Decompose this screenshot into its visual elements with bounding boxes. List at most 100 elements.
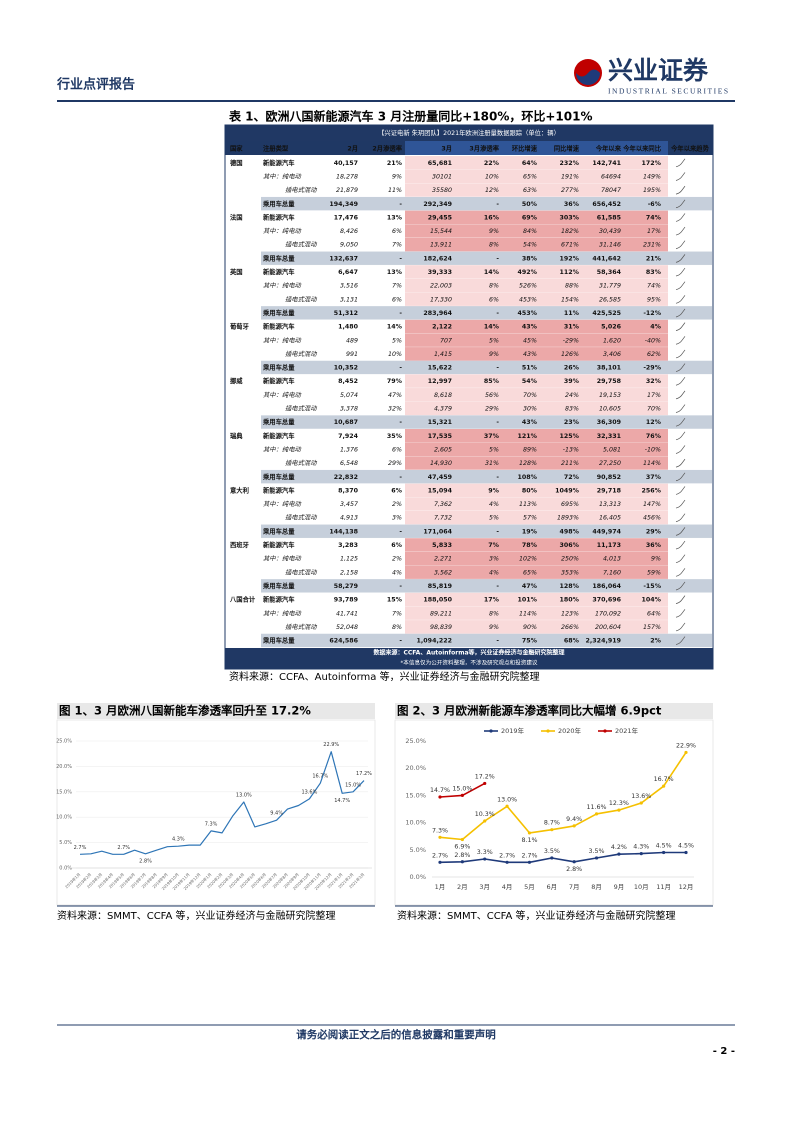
point xyxy=(505,860,509,864)
point xyxy=(527,831,532,835)
y-tick-label: 0.0% xyxy=(59,866,72,872)
row-label: 新能源汽车 xyxy=(263,540,295,549)
cell: 54% xyxy=(522,378,538,385)
cell: 12,997 xyxy=(428,378,452,385)
cell: 192% xyxy=(560,255,580,262)
value-label: 2.8% xyxy=(454,852,470,859)
cell-band xyxy=(405,592,668,607)
cell: - xyxy=(399,583,402,590)
cell: 7% xyxy=(392,242,402,249)
cell: -6% xyxy=(648,201,662,208)
trend-icon xyxy=(675,254,686,263)
total-band xyxy=(261,415,712,429)
country: 挪威 xyxy=(230,376,243,385)
value-label: 4.3% xyxy=(172,837,185,843)
cell: 39% xyxy=(564,378,580,385)
cell-band xyxy=(405,347,668,361)
trend-icon xyxy=(675,445,686,454)
trend-icon xyxy=(675,458,686,468)
value-label: 14.7% xyxy=(334,798,350,804)
cell: 43% xyxy=(522,324,538,331)
trend-icon xyxy=(675,568,686,577)
brand: 兴业证券 xyxy=(608,56,709,85)
cell: 26% xyxy=(564,365,580,372)
country: 意大利 xyxy=(230,485,249,494)
cell: 89,211 xyxy=(430,610,452,617)
cell: 157% xyxy=(643,624,661,631)
cell: 90% xyxy=(523,624,537,631)
cell: 292,349 xyxy=(423,201,452,208)
cell: 13,911 xyxy=(430,242,452,249)
cell: 5,074 xyxy=(340,392,358,399)
trend-icon xyxy=(675,431,686,441)
cell: 72% xyxy=(564,474,580,481)
value-label: 17.2% xyxy=(475,773,495,780)
cell: 8% xyxy=(489,242,499,249)
point xyxy=(550,828,554,832)
cell: 36,309 xyxy=(597,419,621,426)
point xyxy=(572,824,576,828)
value-label: 3.3% xyxy=(477,849,493,856)
cell: 47% xyxy=(522,583,538,590)
cell: 32,331 xyxy=(597,433,621,440)
total-band xyxy=(261,579,712,593)
trend-icon xyxy=(675,554,686,564)
cell: 21% xyxy=(646,255,662,262)
table-header-row xyxy=(405,141,668,155)
point xyxy=(483,857,487,861)
cell: 656,452 xyxy=(592,201,621,208)
value-label: 22.9% xyxy=(323,742,339,748)
cell: 65% xyxy=(523,173,537,180)
cell: 26,585 xyxy=(599,296,621,303)
cell: 195% xyxy=(643,187,661,194)
y-tick-label: 25.0% xyxy=(405,737,426,745)
column-header: 2月 xyxy=(347,145,358,153)
cell: 62% xyxy=(647,351,661,358)
cell-band xyxy=(405,319,668,334)
y-tick-label: 10.0% xyxy=(56,815,72,821)
row-label: 乘用车总量 xyxy=(262,472,295,481)
trend-icon xyxy=(675,281,686,291)
cell-band xyxy=(405,183,668,197)
row-label: 插电式混动 xyxy=(285,514,317,522)
table-banner xyxy=(225,125,713,141)
cell: 624,586 xyxy=(329,638,358,645)
cell-band xyxy=(405,333,668,348)
cell-band xyxy=(405,456,668,470)
cell: 47% xyxy=(388,392,402,399)
cell: 11,173 xyxy=(597,542,621,549)
y-tick-label: 5.0% xyxy=(409,846,426,854)
legend-label: 2019年 xyxy=(501,726,525,735)
cell: 58,279 xyxy=(334,583,358,590)
value-label: 8.1% xyxy=(521,837,537,844)
cell: 3,516 xyxy=(340,283,358,290)
cell: 9% xyxy=(392,173,402,180)
cell: 113% xyxy=(519,501,537,508)
row-label: 其中：纯电动 xyxy=(263,282,301,290)
cell: 2% xyxy=(650,638,661,645)
cell: 64% xyxy=(522,160,538,167)
cell: 79% xyxy=(387,378,403,385)
y-tick-label: 5.0% xyxy=(59,840,72,846)
cell: 2% xyxy=(392,556,402,563)
point xyxy=(662,784,666,788)
x-tick-label: 2月 xyxy=(457,883,468,891)
cell: 707 xyxy=(440,337,452,344)
logo-mark xyxy=(576,69,600,85)
value-label: 2.8% xyxy=(139,858,152,864)
cell: 1,620 xyxy=(603,337,621,344)
cell: 38,101 xyxy=(597,365,621,372)
column-header: 今年以来 xyxy=(596,144,622,153)
cell: 22,832 xyxy=(334,474,358,481)
cell: 283,964 xyxy=(423,310,452,317)
cell: 2,605 xyxy=(434,446,452,453)
cell: 29% xyxy=(485,406,499,413)
row-label: 新能源汽车 xyxy=(263,212,295,221)
cell: 39,333 xyxy=(428,269,452,276)
cell: 51,312 xyxy=(334,310,358,317)
cell: 1,480 xyxy=(338,324,359,331)
cell-band xyxy=(405,620,668,634)
cell: 27,250 xyxy=(599,460,621,467)
cell: 13,313 xyxy=(599,501,621,508)
x-tick-label: 6月 xyxy=(546,883,557,891)
